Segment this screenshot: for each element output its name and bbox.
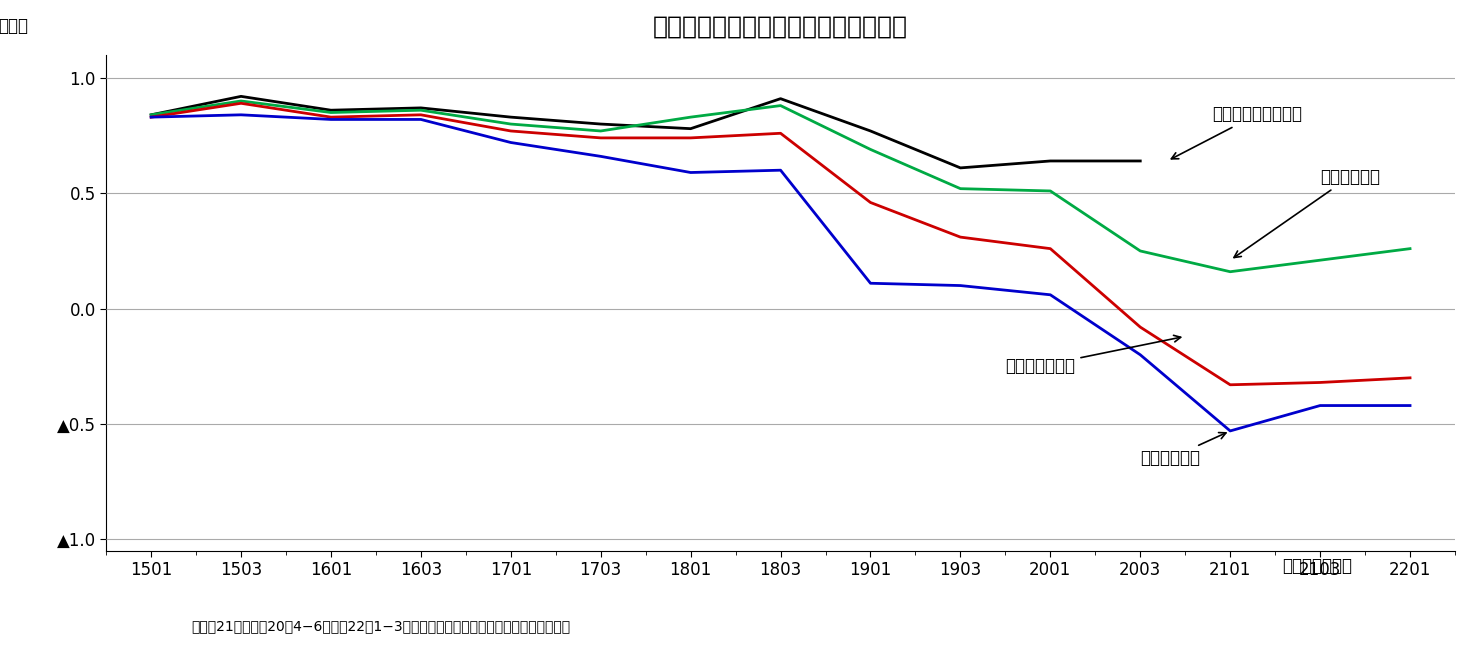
Text: 現時点の潜在成長率: 現時点の潜在成長率 [1172, 105, 1302, 159]
Text: 悲観シナリオ: 悲観シナリオ [1141, 433, 1226, 467]
Text: メインシナリオ: メインシナリオ [1005, 335, 1180, 375]
Text: 楽観シナリオ: 楽観シナリオ [1233, 168, 1380, 258]
Text: （％）: （％） [0, 17, 28, 35]
Text: （年・四半期）: （年・四半期） [1282, 557, 1352, 575]
Text: （注）21年度末（20年4−6月期〜22年1−3月期）までの成長率別の潜在成長率の試算値: （注）21年度末（20年4−6月期〜22年1−3月期）までの成長率別の潜在成長率… [191, 619, 570, 633]
Title: 先行きの成長率別・潜在成長率の試算: 先行きの成長率別・潜在成長率の試算 [653, 15, 908, 39]
